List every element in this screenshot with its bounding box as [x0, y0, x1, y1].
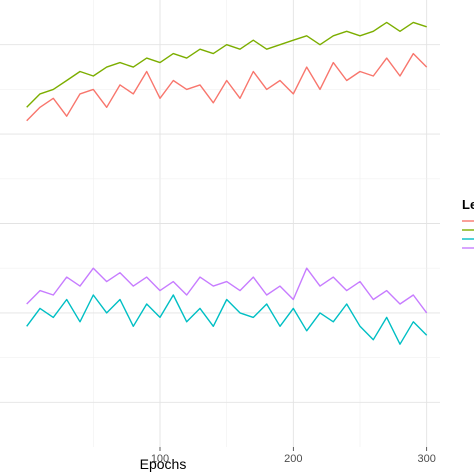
series-line-3 — [26, 294, 428, 345]
x-axis-title: Epochs — [140, 456, 187, 472]
series-line-1 — [26, 52, 428, 122]
x-tick-label: 300 — [417, 453, 435, 465]
x-tick-label: 100 — [151, 453, 169, 465]
series-line-4 — [26, 267, 428, 314]
legend-keys — [462, 220, 474, 249]
x-axis-ticks: 100 200 300 — [151, 447, 436, 465]
series-layer — [26, 21, 428, 345]
legend-title: Le — [462, 197, 474, 212]
legend: Le — [462, 197, 474, 249]
series-line-2 — [26, 21, 427, 108]
x-tick-label: 200 — [284, 453, 302, 465]
